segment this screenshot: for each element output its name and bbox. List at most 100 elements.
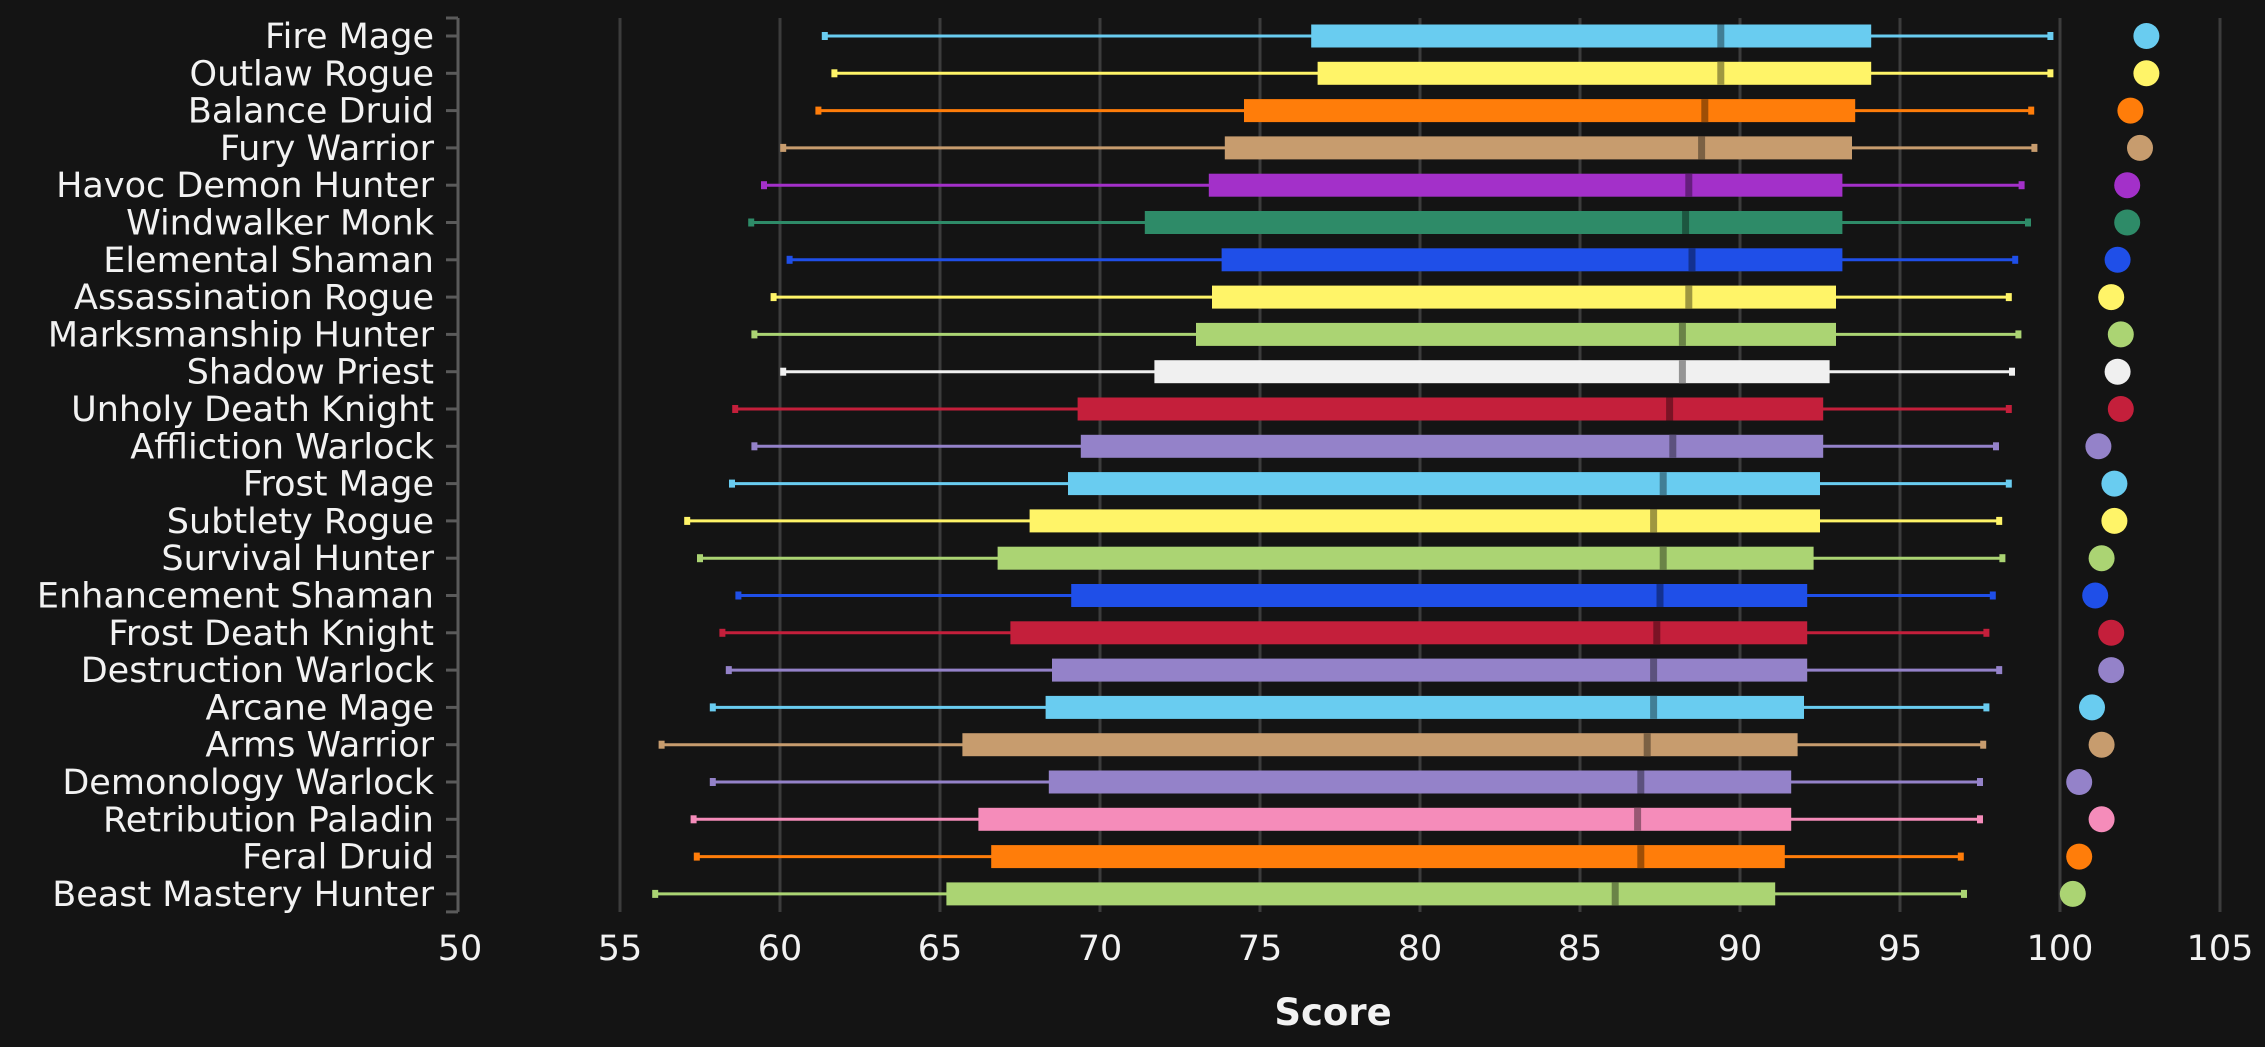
median-marker (1678, 322, 1686, 346)
box-row (761, 173, 2025, 197)
box-row (658, 733, 1987, 757)
iqr-box (1224, 136, 1852, 160)
whisker-min-cap (761, 181, 767, 190)
box-series (652, 24, 2054, 906)
iqr-box (946, 882, 1776, 906)
whisker-min-cap (780, 367, 787, 376)
iqr-box (1029, 509, 1820, 533)
y-axis (446, 16, 460, 914)
box-row (735, 584, 1996, 607)
category-label: Arms Warrior (205, 726, 434, 766)
top-score-dot (2104, 246, 2131, 273)
x-tick-label: 70 (1078, 929, 1123, 969)
iqr-box (1068, 472, 1820, 496)
median-marker (1701, 99, 1709, 123)
box-row (693, 845, 1964, 869)
top-score-dot (2133, 23, 2160, 49)
category-label: Elemental Shaman (103, 241, 434, 281)
top-score-dot (2107, 396, 2134, 422)
iqr-box (1144, 211, 1843, 234)
category-label: Fury Warrior (220, 129, 435, 169)
category-label: Enhancement Shaman (37, 577, 434, 617)
box-row (748, 211, 2031, 234)
whisker-max-cap (1983, 703, 1990, 712)
median-marker (1637, 770, 1645, 794)
category-label: Arcane Mage (206, 688, 435, 728)
whisker-min-cap (709, 778, 716, 786)
box-row (831, 61, 2054, 85)
category-label: Frost Mage (243, 465, 434, 505)
whisker-max-cap (2018, 181, 2025, 190)
category-label: Feral Druid (242, 838, 434, 878)
top-score-dot (2098, 619, 2125, 646)
whisker-min-cap (751, 330, 758, 339)
median-marker (1634, 807, 1642, 831)
whisker-max-cap (1980, 740, 1987, 749)
iqr-box (1196, 322, 1836, 346)
category-label: Balance Druid (188, 92, 434, 132)
whisker-max-cap (1989, 591, 1996, 600)
top-score-dot (2066, 843, 2093, 870)
median-marker (1688, 248, 1696, 272)
category-label: Havoc Demon Hunter (56, 166, 435, 206)
x-axis-title: Score (1274, 991, 1391, 1034)
median-marker (1659, 546, 1667, 570)
median-marker (1682, 211, 1690, 234)
whisker-min-cap (748, 218, 755, 227)
iqr-box (1154, 360, 1830, 384)
x-tick-label: 60 (758, 929, 803, 969)
whisker-max-cap (2005, 293, 2012, 302)
whisker-min-cap (815, 106, 822, 115)
median-marker (1653, 621, 1661, 645)
whisker-max-cap (2025, 218, 2031, 227)
box-row (690, 807, 1983, 831)
whisker-max-cap (1977, 815, 1983, 824)
whisker-max-cap (2047, 69, 2054, 78)
x-tick-label: 105 (2187, 929, 2254, 969)
category-label: Marksmanship Hunter (48, 315, 435, 355)
top-score-dot (2098, 657, 2125, 684)
iqr-box (1010, 621, 1808, 645)
top-score-dot (2079, 694, 2105, 721)
whisker-min-cap (821, 32, 828, 40)
x-tick-label: 80 (1398, 929, 1443, 969)
iqr-box (1311, 24, 1872, 48)
box-row (751, 322, 2022, 346)
median-marker (1666, 397, 1674, 421)
category-label: Frost Death Knight (108, 614, 434, 654)
box-row (652, 882, 1967, 906)
top-score-dot (2059, 880, 2086, 907)
top-score-dot (2133, 60, 2160, 87)
median-marker (1717, 61, 1725, 85)
x-tick-label: 50 (438, 929, 483, 969)
category-label: Affliction Warlock (130, 427, 435, 467)
category-label: Fire Mage (265, 17, 434, 57)
category-label: Subtlety Rogue (167, 502, 434, 542)
whisker-min-cap (693, 852, 700, 861)
whisker-min-cap (786, 255, 793, 264)
whisker-min-cap (719, 628, 726, 637)
category-label: Destruction Warlock (81, 651, 435, 691)
iqr-box (1071, 584, 1808, 607)
box-row (732, 397, 2012, 421)
top-score-dot (2088, 731, 2115, 758)
median-marker (1611, 882, 1619, 906)
whisker-max-cap (1999, 554, 2006, 563)
whisker-min-cap (690, 815, 697, 824)
whisker-max-cap (1993, 442, 1999, 451)
whisker-min-cap (709, 703, 716, 712)
whisker-min-cap (732, 405, 739, 413)
iqr-box (1317, 61, 1872, 85)
median-marker (1637, 845, 1645, 869)
whisker-max-cap (2012, 255, 2019, 264)
whisker-min-cap (697, 554, 703, 563)
category-label: Assassination Rogue (74, 278, 434, 318)
iqr-box (1208, 173, 1843, 197)
iqr-box (1048, 770, 1792, 794)
median-marker (1659, 472, 1667, 496)
x-tick-label: 100 (2027, 929, 2094, 969)
box-row (697, 546, 2006, 570)
x-tick-labels: 50 55 60 65 70 75 80 85 90 95 100 105 (438, 929, 2254, 969)
whisker-max-cap (1961, 889, 1967, 898)
category-label: Demonology Warlock (62, 763, 434, 803)
